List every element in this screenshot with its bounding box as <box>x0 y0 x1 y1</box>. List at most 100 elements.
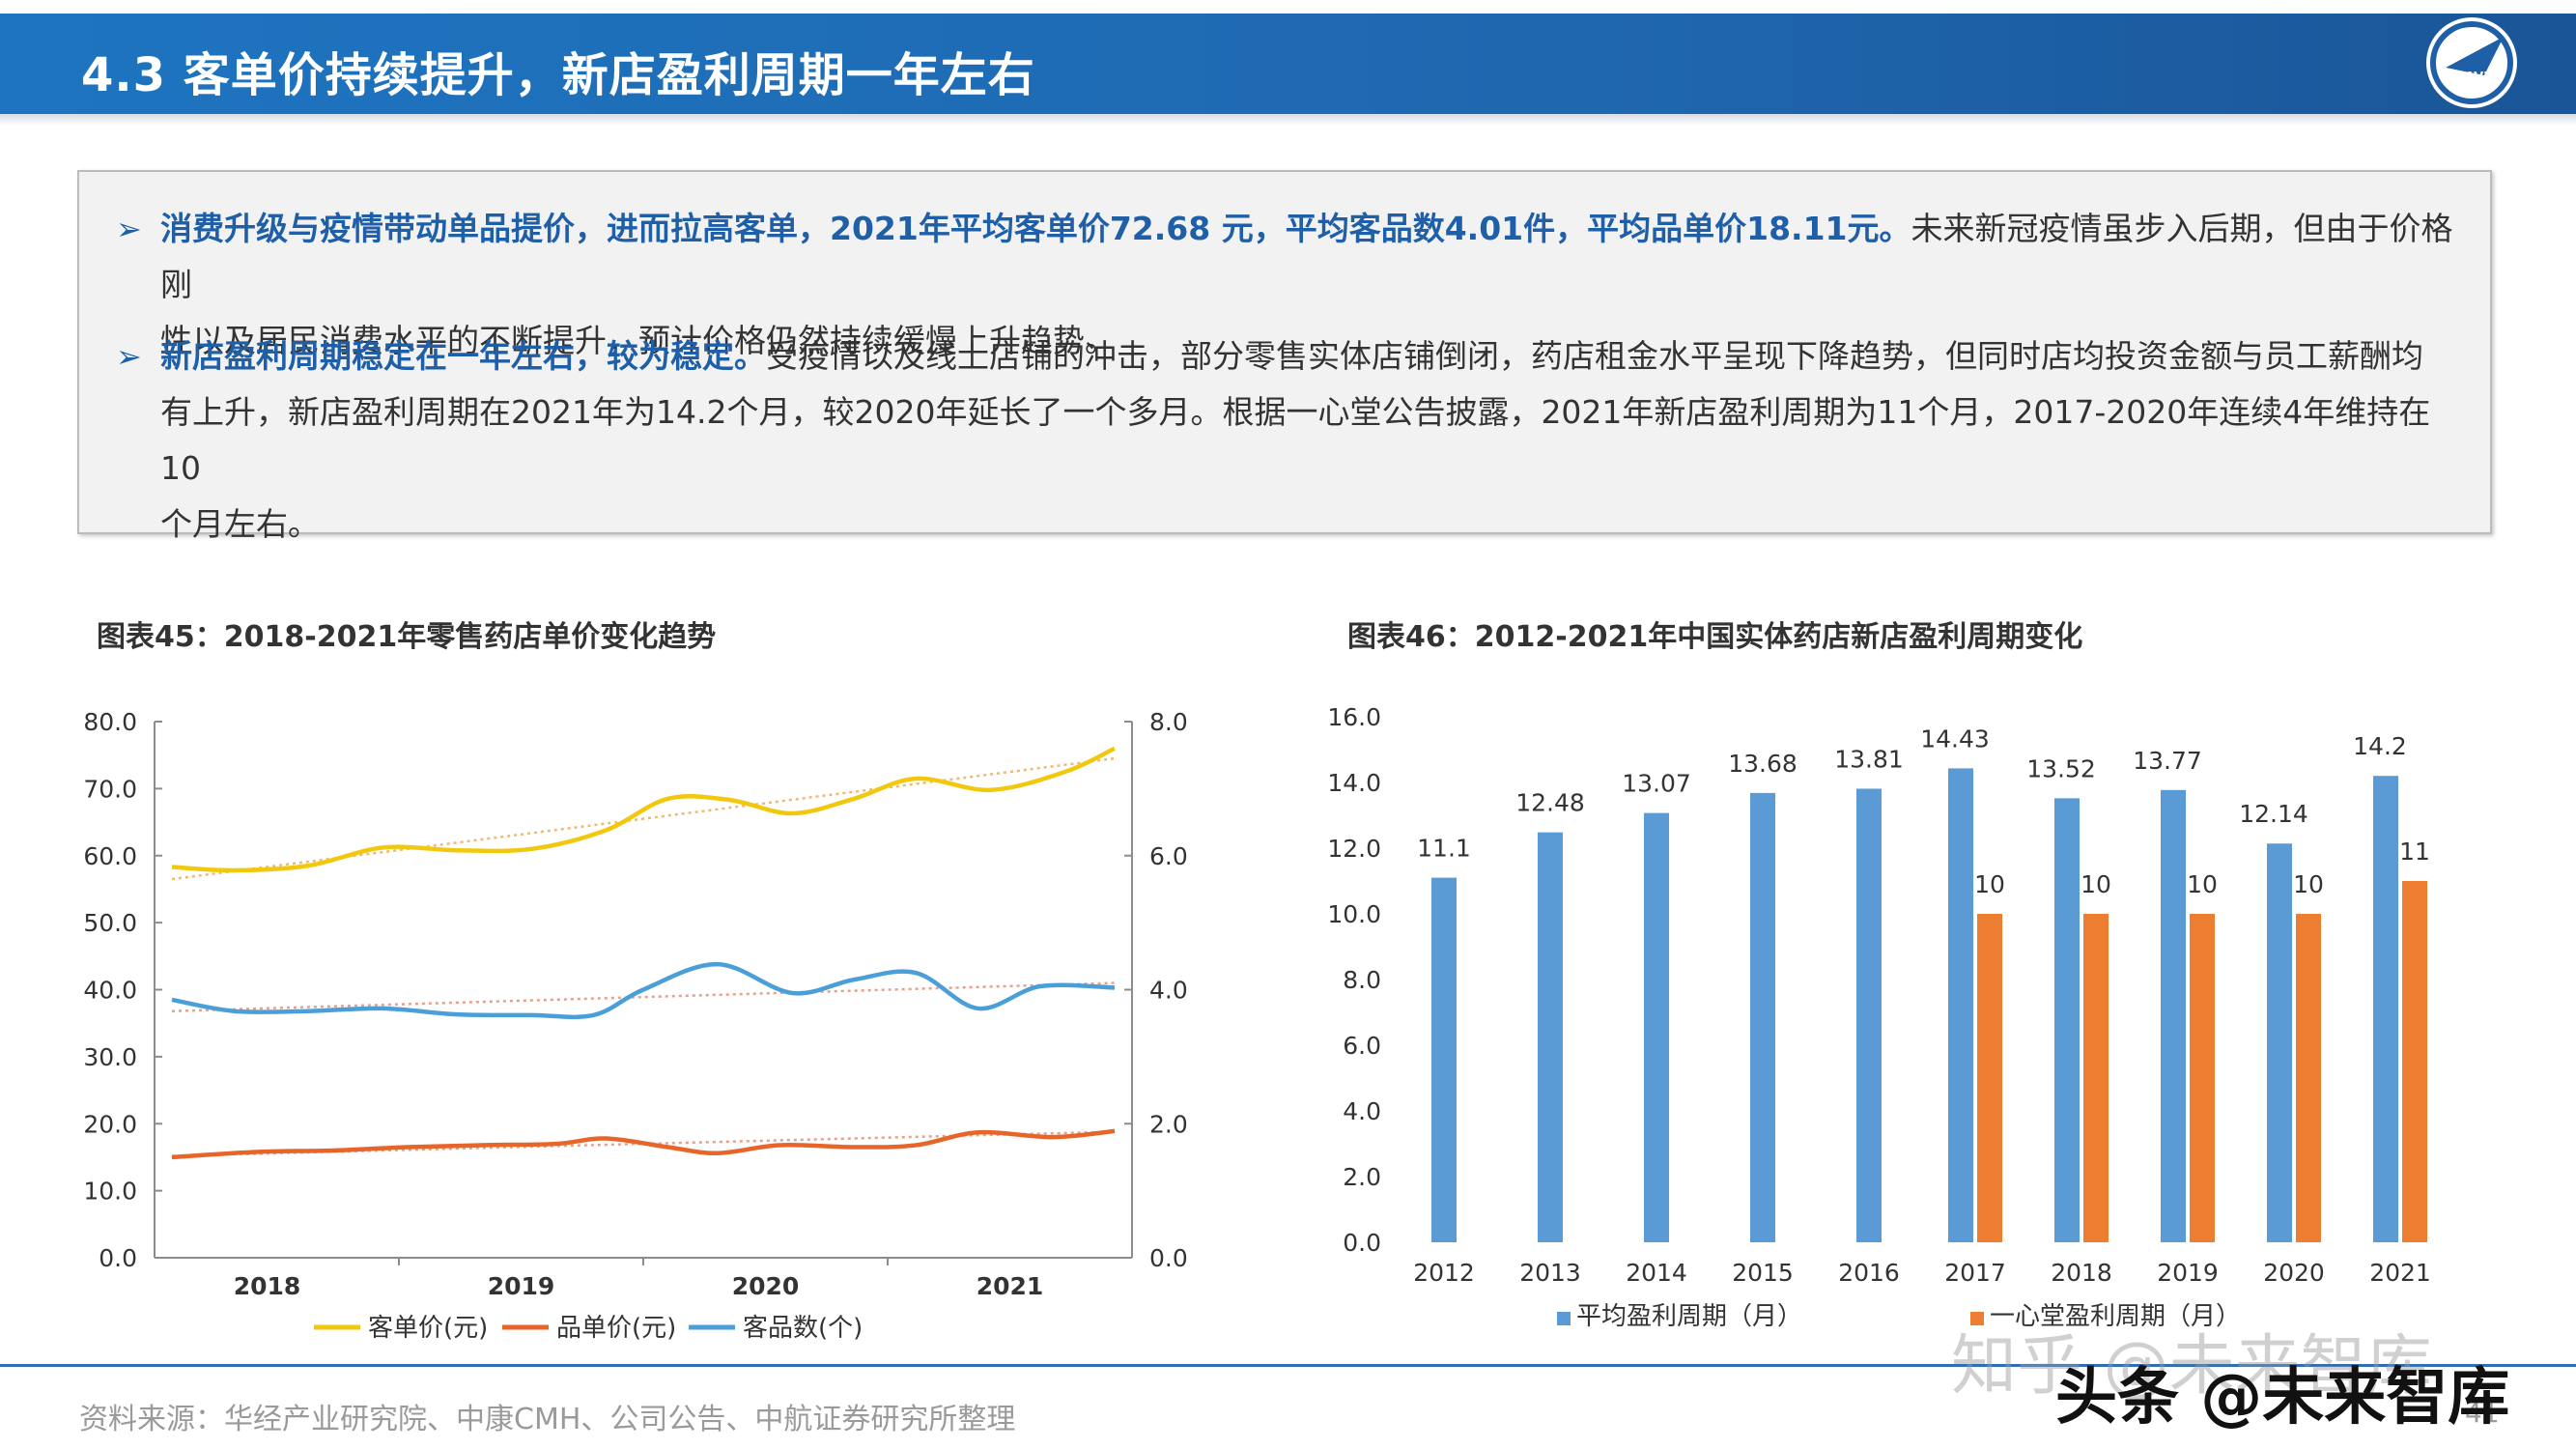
x-tick-label: 2017 <box>1944 1259 2006 1287</box>
bar <box>2083 914 2109 1242</box>
bullet-2-highlight: 新店盈利周期稳定在一年左右，较为稳定。 <box>160 337 766 375</box>
bar-value-label: 11.1 <box>1417 835 1471 863</box>
y-tick-label: 16.0 <box>1327 703 1381 731</box>
x-tick-label: 2015 <box>1732 1259 1794 1287</box>
bar <box>2373 776 2398 1242</box>
x-tick-label: 2020 <box>732 1272 800 1300</box>
bar <box>1948 768 1973 1242</box>
right-tick-label: 2.0 <box>1149 1110 1188 1138</box>
left-tick-label: 80.0 <box>83 708 137 736</box>
bar <box>1431 877 1457 1242</box>
right-tick-label: 6.0 <box>1149 842 1188 870</box>
avic-logo: AVIC <box>2426 17 2517 108</box>
arrow-icon: ➢ <box>116 211 142 247</box>
x-tick-label: 2019 <box>2157 1259 2219 1287</box>
page-number: 41 <box>2465 1397 2500 1429</box>
header-bar: 4.3 客单价持续提升，新店盈利周期一年左右 <box>0 14 2576 114</box>
bar-value-label: 14.2 <box>2353 732 2407 760</box>
bullet-2-text: 受疫情以及线上店铺的冲击，部分零售实体店铺倒闭，药店租金水平呈现下降趋势，但同时… <box>766 337 2423 375</box>
legend-label: 客单价(元) <box>368 1314 488 1343</box>
x-tick-label: 2019 <box>488 1272 555 1300</box>
right-tick-label: 0.0 <box>1149 1244 1188 1272</box>
y-tick-label: 10.0 <box>1327 900 1381 928</box>
y-tick-label: 8.0 <box>1343 966 1381 994</box>
legend-label: 品单价(元) <box>556 1314 676 1343</box>
footer-line <box>0 1364 2576 1367</box>
bar-value-label: 11 <box>2399 838 2430 866</box>
y-tick-label: 2.0 <box>1343 1163 1381 1191</box>
left-tick-label: 40.0 <box>83 977 137 1005</box>
bullet-1-text: 未来新冠疫情虽步入后期，但由于价格刚 <box>160 210 2453 303</box>
bar-value-label: 13.81 <box>1834 745 1904 773</box>
left-tick-label: 70.0 <box>83 775 137 803</box>
series-line <box>171 1128 1116 1160</box>
x-tick-label: 2013 <box>1519 1259 1581 1287</box>
bullet-2: ➢ 新店盈利周期稳定在一年左右，较为稳定。受疫情以及线上店铺的冲击，部分零售实体… <box>99 328 2455 553</box>
zhihu-watermark: 知乎 @未来智库 <box>1951 1328 2432 1405</box>
line-chart: 0.0 10.0 20.0 30.0 40.0 50.0 60.0 70.0 80.0 0.0 2.… <box>83 708 1188 1343</box>
bar <box>1856 788 1882 1242</box>
y-tick-label: 6.0 <box>1343 1032 1381 1060</box>
bullet-2-line2: 有上升，新店盈利周期在2021年为14.2个月，较2020年延长了一个多月。根据… <box>160 393 2431 487</box>
bar <box>2267 843 2292 1242</box>
bar-value-label: 13.68 <box>1728 750 1798 778</box>
trendline <box>171 756 1116 881</box>
right-chart-title: 图表46：2012-2021年中国实体药店新店盈利周期变化 <box>1347 620 2083 654</box>
bar-value-label: 13.52 <box>2026 754 2096 782</box>
series-line <box>171 746 1116 873</box>
legend-swatch <box>1970 1312 1984 1325</box>
bar <box>1750 792 1775 1242</box>
left-chart-title: 图表45：2018-2021年零售药店单价变化趋势 <box>97 620 717 654</box>
page-title: 4.3 客单价持续提升，新店盈利周期一年左右 <box>81 48 1035 102</box>
x-tick-label: 2012 <box>1413 1259 1475 1287</box>
x-tick-label: 2018 <box>234 1272 301 1300</box>
bar <box>2054 798 2080 1242</box>
bar-value-label: 12.48 <box>1515 789 1585 817</box>
bar-chart: 0.0 2.0 4.0 6.0 8.0 10.0 12.0 14.0 16.0 2012 2013 2… <box>1327 703 2431 1331</box>
bullet-1: ➢ 消费升级与疫情带动单品提价，进而拉高客单，2021年平均客单价72.68 元… <box>99 201 2455 369</box>
left-tick-label: 50.0 <box>83 909 137 937</box>
y-tick-label: 12.0 <box>1327 835 1381 863</box>
left-tick-label: 0.0 <box>99 1244 137 1272</box>
bar-value-label: 10 <box>1974 870 2005 898</box>
bar <box>2402 881 2427 1242</box>
right-tick-label: 4.0 <box>1149 977 1188 1005</box>
x-tick-label: 2018 <box>2051 1259 2112 1287</box>
bar <box>1538 832 1563 1242</box>
series-line <box>171 961 1116 1020</box>
left-tick-label: 30.0 <box>83 1043 137 1071</box>
left-tick-label: 10.0 <box>83 1178 137 1206</box>
legend-label: 平均盈利周期（月） <box>1576 1302 1802 1331</box>
bullet-1-highlight: 消费升级与疫情带动单品提价，进而拉高客单，2021年平均客单价72.68 元，平… <box>160 210 1911 247</box>
y-tick-label: 4.0 <box>1343 1097 1381 1125</box>
x-tick-label: 2020 <box>2263 1259 2325 1287</box>
legend-swatch <box>1557 1312 1571 1325</box>
bullet-2-line3: 个月左右。 <box>160 505 320 543</box>
summary-box: ➢ 消费升级与疫情带动单品提价，进而拉高客单，2021年平均客单价72.68 元… <box>77 170 2492 543</box>
bar <box>2161 789 2186 1242</box>
y-tick-label: 0.0 <box>1343 1229 1381 1257</box>
bullet-1-line2: 性以及居民消费水平的不断提升，预计价格仍然持续缓慢上升趋势。 <box>160 322 1117 359</box>
x-tick-label: 2021 <box>977 1272 1044 1300</box>
bar <box>2296 914 2321 1242</box>
logo-text: AVIC <box>2465 71 2498 85</box>
legend-label: 客品数(个) <box>743 1314 863 1343</box>
left-tick-label: 20.0 <box>83 1110 137 1138</box>
bar-value-label: 13.07 <box>1622 770 1691 798</box>
x-tick-label: 2021 <box>2369 1259 2431 1287</box>
bar-value-label: 10 <box>2081 870 2111 898</box>
left-tick-label: 60.0 <box>83 842 137 870</box>
bar-value-label: 14.43 <box>1920 724 1990 753</box>
bar <box>2190 914 2215 1242</box>
arrow-icon: ➢ <box>116 338 142 375</box>
legend-label: 一心堂盈利周期（月） <box>1990 1302 2241 1331</box>
y-tick-label: 14.0 <box>1327 769 1381 797</box>
trendline <box>171 981 1116 1012</box>
bar <box>1977 914 2002 1242</box>
bar <box>1644 812 1669 1242</box>
bar-value-label: 10 <box>2293 870 2324 898</box>
toutiao-watermark: 头条 @未来智库 <box>2055 1362 2510 1434</box>
right-tick-label: 8.0 <box>1149 708 1188 736</box>
x-tick-label: 2014 <box>1626 1259 1687 1287</box>
bar-value-label: 10 <box>2187 870 2218 898</box>
